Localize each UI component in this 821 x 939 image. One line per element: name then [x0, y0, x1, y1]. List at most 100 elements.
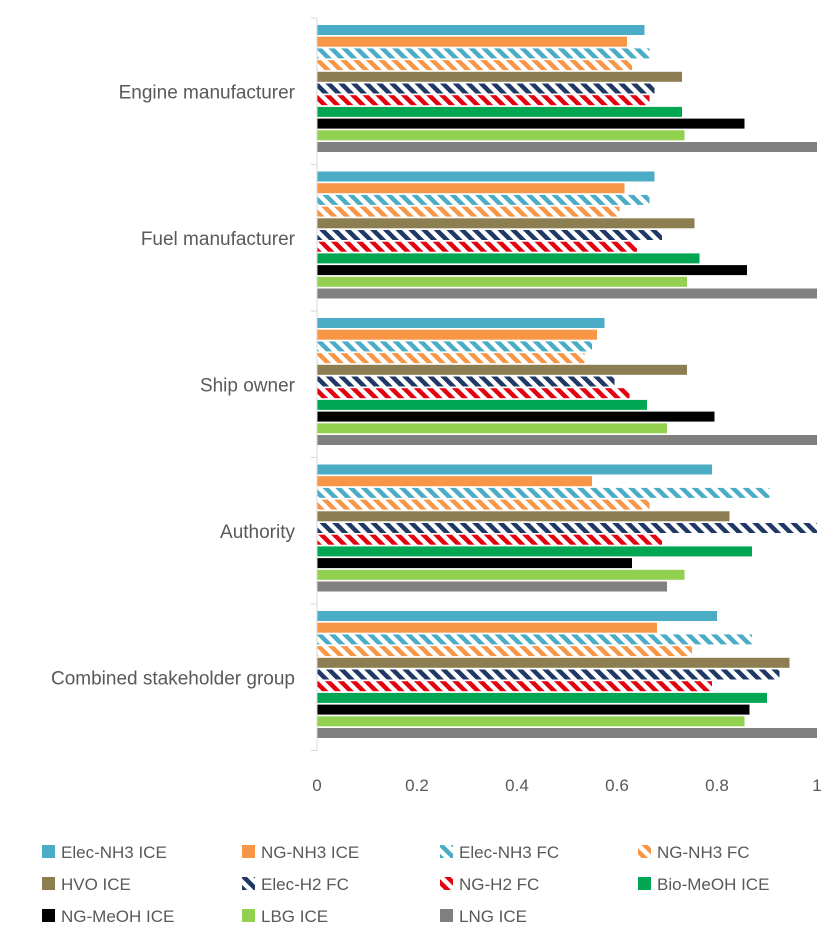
bar-ng-meoh-ice-combined-stakeholder-group: [317, 704, 750, 715]
bar-lbg-ice-fuel-manufacturer: [317, 276, 687, 287]
bar-bio-meoh-ice-combined-stakeholder-group: [317, 692, 767, 703]
bar-group-engine-manufacturer: [317, 25, 817, 152]
legend-swatch: [42, 845, 55, 858]
bar-elec-h2-fc-fuel-manufacturer: [317, 230, 662, 240]
bar-group-combined-stakeholder-group: [317, 611, 817, 738]
x-tick-label: 1: [812, 776, 821, 795]
legend-item-ng-nh3-fc: NG-NH3 FC: [638, 843, 750, 862]
bar-elec-h2-fc-ship-owner: [317, 376, 615, 387]
bar-hvo-ice-engine-manufacturer: [317, 71, 682, 82]
legend-label: LBG ICE: [261, 907, 328, 926]
x-tick-label: 0.2: [405, 776, 429, 795]
legend-label: LNG ICE: [459, 907, 527, 926]
x-tick-label: 0.8: [705, 776, 729, 795]
bar-elec-nh3-fc-combined-stakeholder-group: [317, 634, 752, 645]
legend-swatch: [42, 909, 55, 922]
legend-item-ng-nh3-ice: NG-NH3 ICE: [242, 843, 359, 862]
category-label-ship-owner: Ship owner: [200, 375, 296, 396]
legend-item-lbg-ice: LBG ICE: [242, 907, 328, 926]
x-tick-label: 0.4: [505, 776, 529, 795]
axis-layer: [311, 17, 318, 751]
legend-item-ng-h2-fc: NG-H2 FC: [440, 875, 539, 894]
bar-elec-nh3-ice-ship-owner: [317, 318, 605, 328]
bar-ng-nh3-fc-combined-stakeholder-group: [317, 646, 692, 657]
bar-ng-meoh-ice-fuel-manufacturer: [317, 265, 747, 276]
legend-label: Bio-MeOH ICE: [657, 875, 769, 894]
legend-swatch: [42, 877, 55, 890]
bar-elec-nh3-fc-fuel-manufacturer: [317, 194, 650, 205]
legend-item-ng-meoh-ice: NG-MeOH ICE: [42, 907, 174, 926]
bar-elec-h2-fc-engine-manufacturer: [317, 83, 655, 94]
bar-ng-nh3-fc-engine-manufacturer: [317, 60, 632, 71]
bar-group-ship-owner: [317, 318, 817, 445]
legend: Elec-NH3 ICE NG-NH3 ICE Elec-NH3 FC NG-NH3 …: [42, 843, 769, 926]
bars-layer: [317, 25, 817, 738]
bar-lbg-ice-ship-owner: [317, 423, 667, 434]
bar-bio-meoh-ice-engine-manufacturer: [317, 106, 682, 117]
legend-label: NG-MeOH ICE: [61, 907, 174, 926]
bar-hvo-ice-authority: [317, 511, 730, 522]
bar-ng-h2-fc-combined-stakeholder-group: [317, 681, 712, 692]
bar-elec-nh3-fc-authority: [317, 487, 770, 498]
bar-lng-ice-ship-owner: [317, 435, 817, 445]
bar-group-fuel-manufacturer: [317, 171, 817, 299]
category-label-authority: Authority: [220, 522, 295, 543]
bar-lng-ice-fuel-manufacturer: [317, 288, 817, 299]
legend-item-elec-nh3-ice: Elec-NH3 ICE: [42, 843, 167, 862]
bar-lbg-ice-engine-manufacturer: [317, 130, 685, 141]
legend-label: Elec-NH3 FC: [459, 843, 559, 862]
legend-swatch: [242, 845, 255, 858]
bar-lbg-ice-authority: [317, 569, 685, 580]
category-label-engine-manufacturer: Engine manufacturer: [119, 82, 296, 103]
bar-ng-h2-fc-ship-owner: [317, 388, 630, 399]
legend-swatch: [242, 877, 255, 890]
bar-lng-ice-authority: [317, 581, 667, 592]
bar-ng-nh3-ice-engine-manufacturer: [317, 36, 627, 47]
category-label-combined-stakeholder-group: Combined stakeholder group: [51, 668, 295, 689]
legend-swatch: [440, 909, 453, 922]
bar-hvo-ice-ship-owner: [317, 364, 687, 375]
legend-swatch: [242, 909, 255, 922]
bar-elec-nh3-ice-authority: [317, 464, 712, 475]
bar-ng-h2-fc-authority: [317, 534, 662, 545]
bar-ng-nh3-fc-fuel-manufacturer: [317, 206, 620, 217]
legend-label: HVO ICE: [61, 875, 131, 894]
legend-label: NG-NH3 FC: [657, 843, 750, 862]
bar-ng-meoh-ice-ship-owner: [317, 411, 715, 422]
bar-group-authority: [317, 464, 817, 592]
category-label-fuel-manufacturer: Fuel manufacturer: [141, 229, 296, 250]
legend-label: NG-H2 FC: [459, 875, 539, 894]
bar-ng-nh3-ice-combined-stakeholder-group: [317, 622, 657, 633]
x-tick-label: 0.6: [605, 776, 629, 795]
bar-elec-h2-fc-combined-stakeholder-group: [317, 669, 780, 680]
bar-ng-h2-fc-fuel-manufacturer: [317, 241, 637, 252]
legend-label: NG-NH3 ICE: [261, 843, 359, 862]
bar-elec-nh3-ice-combined-stakeholder-group: [317, 611, 717, 621]
legend-label: Elec-H2 FC: [261, 875, 349, 894]
bar-ng-nh3-ice-ship-owner: [317, 329, 597, 340]
category-labels: Engine manufacturer Fuel manufacturer Ship…: [51, 82, 296, 689]
bar-elec-nh3-ice-fuel-manufacturer: [317, 171, 655, 182]
bar-elec-nh3-ice-engine-manufacturer: [317, 25, 645, 35]
legend-item-hvo-ice: HVO ICE: [42, 875, 131, 894]
legend-swatch: [638, 845, 651, 858]
bar-bio-meoh-ice-fuel-manufacturer: [317, 253, 700, 264]
legend-item-bio-meoh-ice: Bio-MeOH ICE: [638, 875, 769, 894]
bar-bio-meoh-ice-ship-owner: [317, 399, 647, 410]
x-tick-label: 0: [312, 776, 321, 795]
bar-ng-nh3-fc-authority: [317, 499, 650, 510]
bar-elec-nh3-fc-ship-owner: [317, 341, 592, 352]
bar-lbg-ice-combined-stakeholder-group: [317, 716, 745, 727]
legend-item-elec-nh3-fc: Elec-NH3 FC: [440, 843, 559, 862]
bar-ng-nh3-ice-authority: [317, 476, 592, 487]
bar-ng-nh3-fc-ship-owner: [317, 353, 585, 364]
bar-bio-meoh-ice-authority: [317, 546, 752, 557]
legend-item-lng-ice: LNG ICE: [440, 907, 527, 926]
bar-hvo-ice-combined-stakeholder-group: [317, 657, 790, 668]
bar-elec-nh3-fc-engine-manufacturer: [317, 48, 650, 59]
bar-hvo-ice-fuel-manufacturer: [317, 218, 695, 229]
bar-lng-ice-combined-stakeholder-group: [317, 728, 817, 738]
bar-elec-h2-fc-authority: [317, 523, 817, 533]
